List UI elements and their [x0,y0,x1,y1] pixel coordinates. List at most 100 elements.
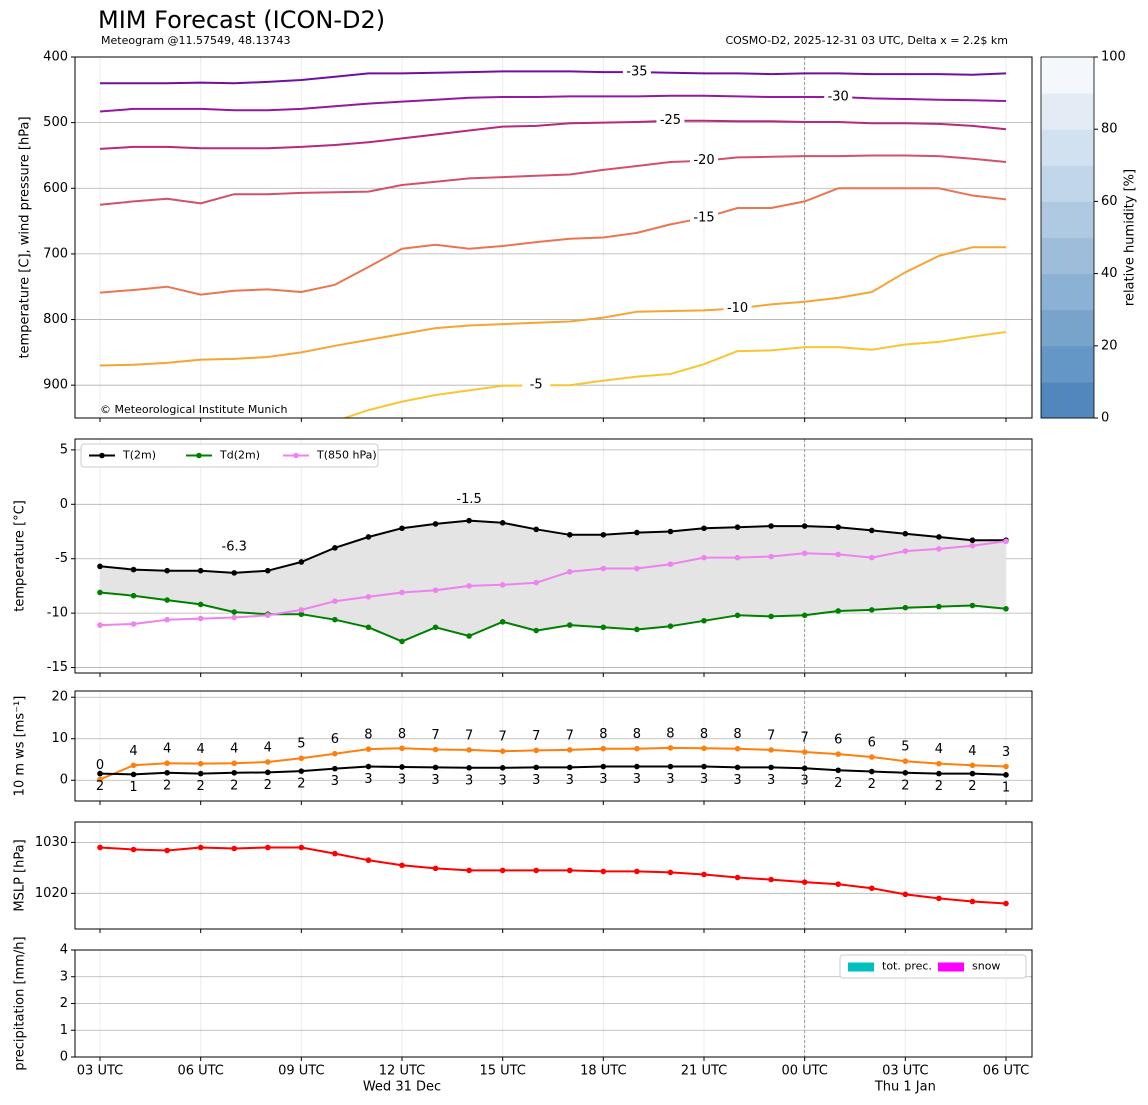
series-marker [734,745,741,752]
series-marker [868,754,875,760]
series-line [99,765,1007,776]
y-tick-label: 1030 [35,835,68,850]
value-label: 8 [666,726,674,741]
value-label: 3 [431,773,439,788]
series-line [100,70,1007,85]
value-label: 3 [767,773,775,788]
series-line [99,94,1007,113]
y-axis-label: precipitation [mm/h] [13,936,28,1070]
legend-box [839,954,1027,979]
series-marker [634,763,640,770]
value-label: 3 [499,773,507,788]
series-marker [768,553,774,560]
value-label: 7 [566,728,574,743]
value-label: 2 [935,779,943,794]
x-tick-label: 06 UTC [177,1064,223,1079]
colorbar-tick-label: 20 [1101,338,1118,353]
series-marker [197,615,204,622]
series-marker [936,760,942,767]
series-marker [701,871,707,878]
series-line [99,540,1007,627]
series-marker [902,530,909,537]
series-marker [97,563,103,570]
contour-label: -25 [660,113,681,128]
series-marker [332,765,338,772]
min-annotation: -6.3 [222,539,247,554]
plot-frame [74,438,1033,674]
x-tick-label: 00 UTC [781,1064,827,1079]
y-tick-label: 0 [60,1050,68,1065]
series-marker [667,763,674,770]
series-marker [533,526,540,533]
series-marker [969,770,976,777]
series-marker [332,598,338,604]
series-line [99,591,1007,643]
value-label: 2 [868,777,876,792]
y-tick-label: 700 [43,246,68,261]
x-tick-label: 03 UTC [882,1064,928,1079]
value-label: 3 [1002,745,1010,760]
contour-label-bg [690,152,718,169]
series-marker [600,565,607,572]
series-marker [332,616,338,623]
series-marker [298,607,305,613]
series-marker [499,764,506,771]
series-marker [902,891,909,898]
value-label: 4 [264,740,272,755]
series-marker [902,548,909,554]
series-marker [936,534,942,540]
series-marker [264,844,271,851]
series-marker [734,524,741,530]
value-label: 2 [901,778,909,793]
contour-label: -15 [693,210,714,225]
series-marker [667,561,674,567]
plot-frame [74,690,1033,802]
colorbar-tick-label: 60 [1101,194,1118,209]
series-marker [231,570,238,576]
value-label: 4 [197,742,205,757]
series-marker [466,867,472,874]
value-label: 2 [197,779,205,794]
series-marker [566,531,573,538]
series-marker [533,627,540,634]
series-marker [835,524,842,530]
x-tick-label: 03 UTC [77,1064,123,1079]
value-label: 2 [968,779,976,794]
series-marker [533,867,540,874]
colorbar-band [1041,201,1094,238]
series-line [99,246,1006,367]
value-label: 7 [431,728,439,743]
series-marker [130,771,137,778]
series-marker [432,521,439,527]
value-label: 7 [801,731,809,746]
series-marker [768,523,774,529]
series-marker [600,624,607,631]
series-marker [835,751,842,757]
series-marker [197,601,204,608]
legend-label: tot. prec. [882,960,932,973]
y-axis-label: temperature [°C] [13,500,28,612]
legend-box [80,443,379,468]
series-marker [634,868,640,875]
series-marker [298,844,305,851]
series-line [99,154,1007,206]
series-marker [365,763,372,770]
chart-title: MIM Forecast (ICON-D2) [98,6,385,34]
series-marker [466,583,472,589]
series-marker [667,623,674,629]
value-label: 8 [633,727,641,742]
series-marker [97,622,103,628]
colorbar-tick-label: 40 [1101,266,1118,281]
series-marker [701,763,707,770]
series-marker [432,865,439,872]
series-marker [566,622,573,628]
plot-frame [74,949,1033,1058]
series-marker [164,847,170,854]
colorbar-band [1041,381,1094,419]
series-marker [399,862,405,869]
legend-label: Td(2m) [219,449,260,462]
value-label: 2 [163,778,171,793]
series-marker [365,746,372,752]
series-marker [768,764,774,771]
